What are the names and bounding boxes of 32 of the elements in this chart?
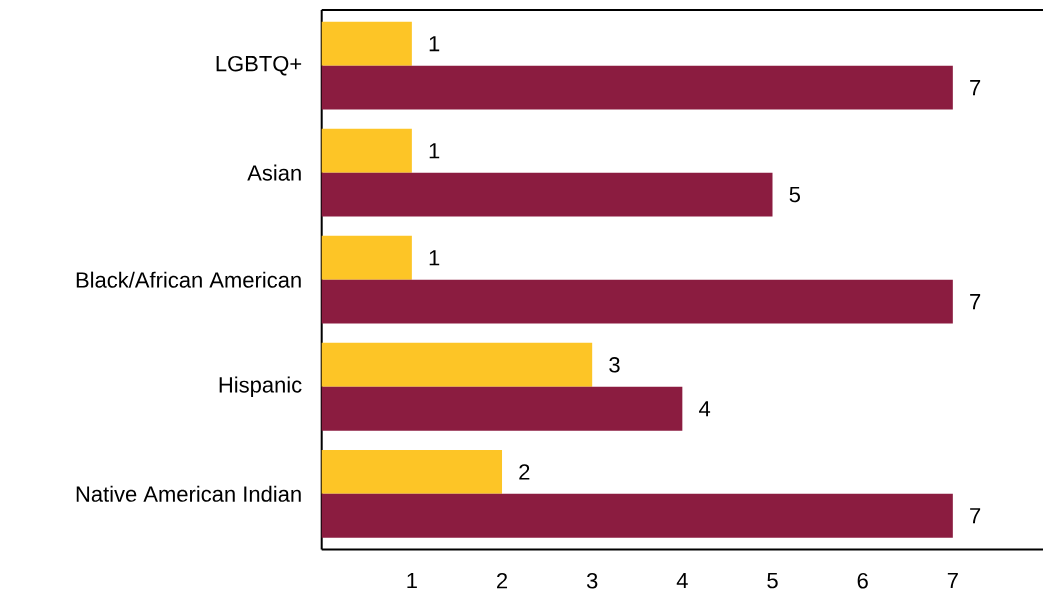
bar [321,342,593,387]
bar [321,493,953,538]
data-label: 7 [970,294,981,310]
y-tick-label: Asian [247,164,301,181]
y-tick-label: Native American Indian [76,485,301,502]
x-tick-label: 6 [857,573,868,589]
data-label: 7 [970,80,981,96]
bar [321,128,412,173]
x-tick-label: 1 [407,573,417,589]
bar [321,235,412,280]
bar [321,386,683,431]
data-label: 2 [519,464,530,480]
bar [321,279,953,324]
bar [321,449,503,494]
data-label: 7 [970,508,981,524]
data-label: 4 [699,401,711,417]
data-label: 5 [789,187,800,203]
data-label: 1 [429,36,440,52]
y-tick-label: LGBTQ+ [216,55,302,76]
x-tick-label: 2 [497,573,508,589]
bar [321,65,953,110]
x-tick-label: 5 [767,573,778,589]
y-tick-label: Hispanic [219,376,302,398]
y-tick-label: Black/African American [76,271,301,288]
data-label: 3 [609,357,620,373]
data-label: 1 [429,143,440,159]
data-label: 1 [429,250,440,266]
x-tick-label: 4 [676,573,688,589]
x-tick-label: 7 [947,573,958,589]
bar [321,172,773,217]
x-tick-label: 3 [586,573,598,589]
bar [321,21,412,66]
